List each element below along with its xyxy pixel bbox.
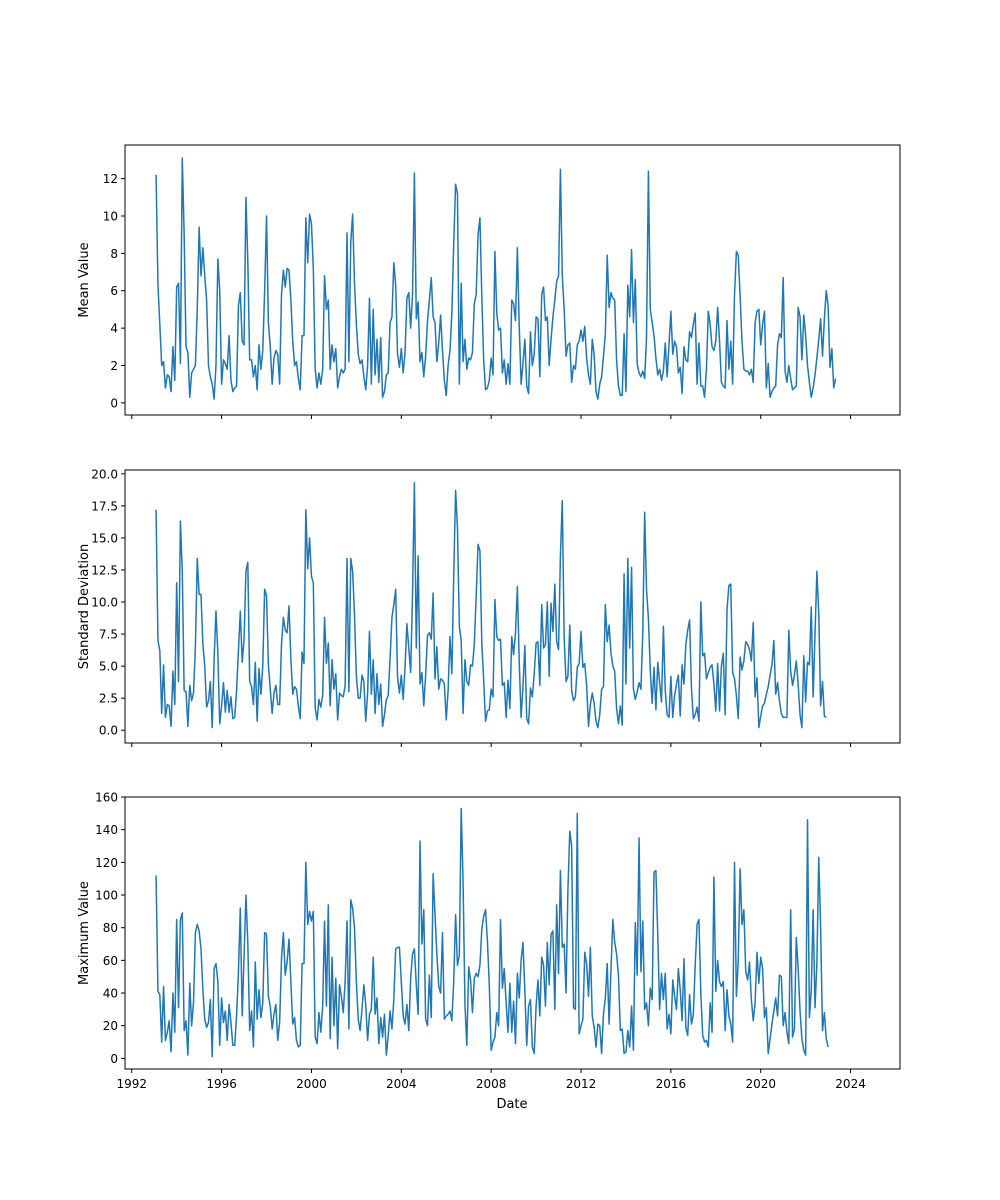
maximum-value-y-tick-label: 40 [103, 987, 118, 1001]
standard-deviation-y-tick-label: 0.0 [99, 724, 118, 738]
maximum-value-y-tick-label: 120 [95, 856, 118, 870]
standard-deviation-y-axis-label: Standard Deviation [77, 544, 92, 669]
standard-deviation-y-tick-label: 7.5 [99, 628, 118, 642]
maximum-value-y-tick-label: 80 [103, 921, 118, 935]
standard-deviation-y-tick-label: 20.0 [91, 467, 118, 481]
maximum-value-x-tick-label: 1996 [206, 1077, 237, 1091]
maximum-value-y-tick-label: 20 [103, 1019, 118, 1033]
standard-deviation-series-line [155, 482, 827, 729]
mean-value-y-tick-label: 12 [103, 172, 118, 186]
x-axis-label: Date [496, 1097, 527, 1112]
maximum-value-y-tick-label: 140 [95, 823, 118, 837]
maximum-value-y-axis-label: Maximum Value [77, 881, 92, 985]
mean-value-y-tick-label: 6 [110, 284, 118, 298]
maximum-value-y-tick-label: 0 [110, 1052, 118, 1066]
maximum-value-x-tick-label: 2024 [835, 1077, 866, 1091]
standard-deviation-y-tick-label: 17.5 [91, 499, 118, 513]
mean-value-y-tick-label: 2 [110, 359, 118, 373]
maximum-value-x-tick-label: 1992 [116, 1077, 147, 1091]
maximum-value-y-tick-label: 160 [95, 791, 118, 805]
standard-deviation-y-tick-label: 10.0 [91, 596, 118, 610]
maximum-value-y-tick-label: 100 [95, 889, 118, 903]
maximum-value-y-tick-label: 60 [103, 954, 118, 968]
standard-deviation-y-tick-label: 5.0 [99, 660, 118, 674]
standard-deviation-panel: 0.0 2.5 5.0 7.5 10.0 12.5 15.0 17.5 20.0 Standar… [77, 467, 901, 747]
mean-value-y-tick-label: 10 [103, 210, 118, 224]
maximum-value-axes-frame [124, 796, 901, 1070]
maximum-value-x-tick-label: 2008 [476, 1077, 507, 1091]
mean-value-y-axis-label: Mean Value [77, 242, 92, 317]
maximum-value-series-line [155, 807, 829, 1058]
mean-value-panel: 0 2 4 6 8 10 12 Mean Value [77, 144, 901, 419]
mean-value-y-tick-label: 8 [110, 247, 118, 261]
maximum-value-x-tick-label: 2004 [386, 1077, 417, 1091]
maximum-value-x-tick-label: 2016 [656, 1077, 687, 1091]
maximum-value-panel: 0 20 40 60 80 100 120 140 160 1992 1996 2000 2004 20… [77, 791, 901, 1091]
standard-deviation-axes-frame [124, 469, 901, 744]
maximum-value-x-tick-label: 2000 [296, 1077, 327, 1091]
standard-deviation-y-tick-label: 2.5 [99, 692, 118, 706]
standard-deviation-y-tick-label: 15.0 [91, 531, 118, 545]
mean-value-y-tick-label: 4 [110, 322, 118, 336]
standard-deviation-y-tick-label: 12.5 [91, 563, 118, 577]
mean-value-axes-frame [124, 144, 901, 416]
mean-value-y-tick-label: 0 [110, 396, 118, 410]
maximum-value-x-tick-label: 2012 [566, 1077, 597, 1091]
maximum-value-x-tick-label: 2020 [745, 1077, 776, 1091]
mean-value-series-line [155, 157, 837, 400]
